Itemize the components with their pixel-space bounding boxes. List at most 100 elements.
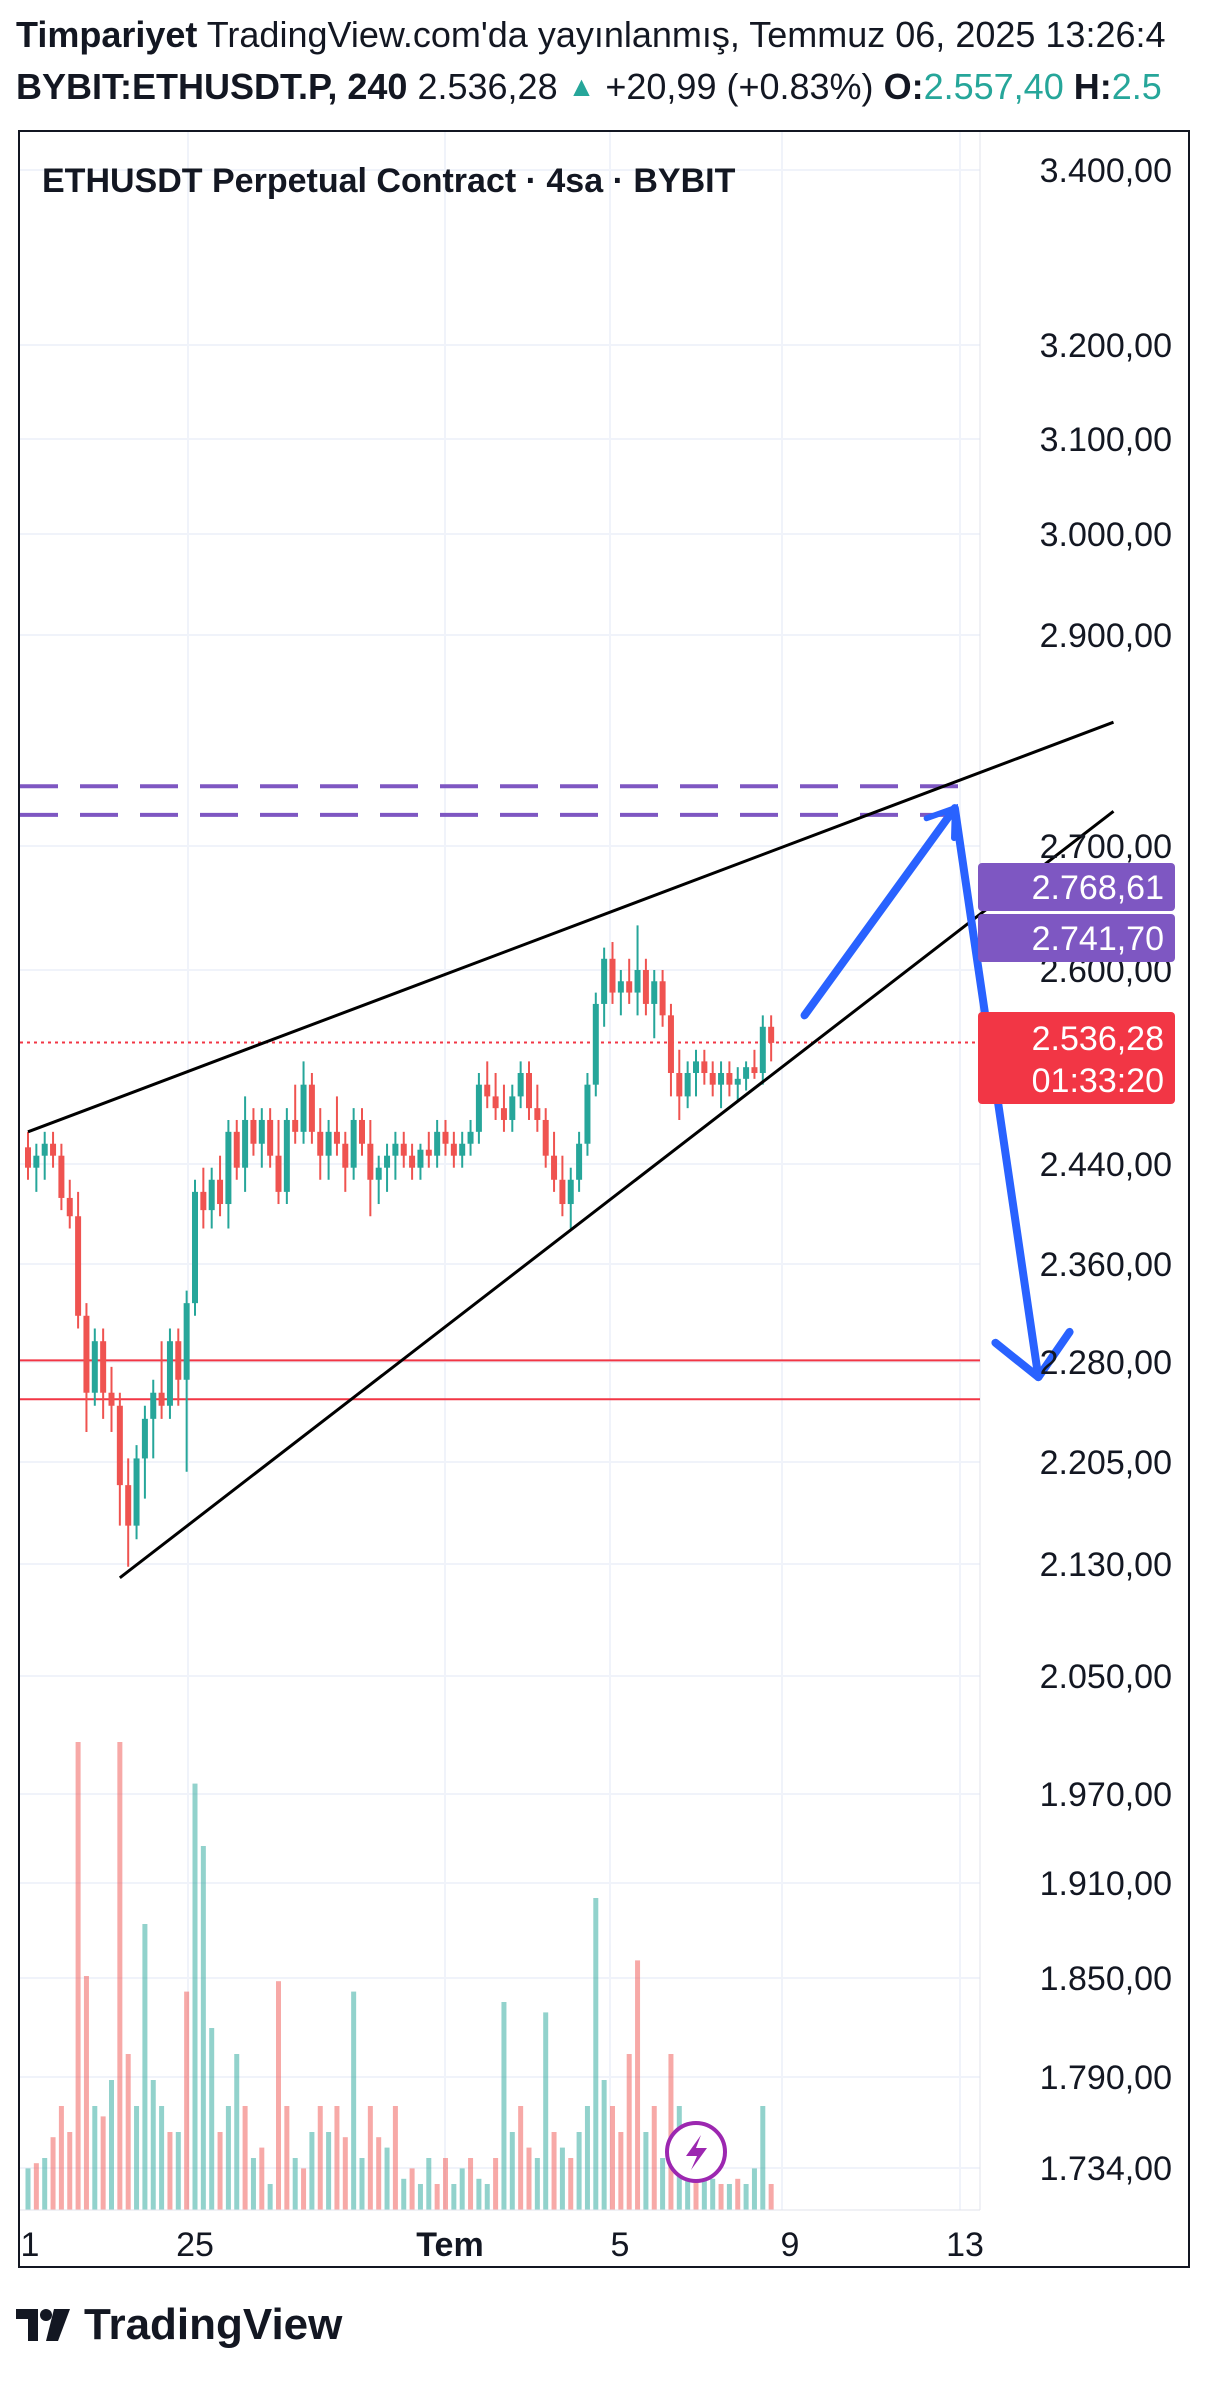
volume-bar [267,2184,273,2210]
candle-body [359,1119,365,1144]
volume-bar [443,2158,448,2210]
high-label: H: [1073,66,1112,107]
volume-bar [359,2158,365,2210]
candle-body [91,1341,98,1393]
price-chart[interactable]: ETHUSDT Perpetual Contract · 4sa · BYBIT… [20,132,1188,2266]
candle-body [66,1197,73,1217]
volume-bar [701,2168,707,2210]
price-tick-label: 2.900,00 [1040,617,1172,655]
candle-body [116,1405,123,1486]
time-axis-labels: 1 25 Tem 5 9 13 [21,2226,984,2264]
high-value: 2.5 [1111,66,1162,107]
volume-bar [434,2184,440,2210]
candle-body [325,1131,332,1156]
volume-bar [392,2106,398,2210]
candle-body [25,1147,31,1168]
volume-bar [501,2002,507,2210]
candle-body [150,1392,157,1419]
time-tick-label: Tem [416,2226,483,2264]
volume-bar [67,2132,73,2210]
price-tick-label: 3.100,00 [1040,421,1172,459]
publication-line: Timpariyet TradingView.com'da yayınlanmı… [16,14,1166,56]
candle-body [434,1131,441,1156]
volume-bar [768,2184,774,2210]
candle-body [300,1084,307,1132]
volume-bar [367,2106,373,2210]
lightning-icon-bolt [686,2135,707,2170]
last-price-tag-bg [978,1012,1175,1104]
time-tick-label: 1 [21,2226,40,2264]
volume-bar [635,1960,641,2210]
volume-bars [25,1742,774,2210]
price-tick-label: 2.440,00 [1040,1146,1172,1184]
chart-title: ETHUSDT Perpetual Contract · 4sa · BYBIT [42,162,736,200]
volume-bar [668,2054,674,2210]
price-tick-label: 1.910,00 [1040,1865,1172,1903]
candle-body [768,1026,775,1043]
volume-bar [601,2080,607,2210]
candle-body [292,1119,299,1132]
candle-body [642,970,649,1004]
volume-bar [710,2178,716,2210]
candle-body [308,1084,315,1132]
footer: TradingView [16,2290,342,2360]
candle-body [634,970,641,993]
volume-bar [376,2137,382,2210]
volume-bar [334,2106,340,2210]
price-tick-label: 2.280,00 [1040,1344,1172,1382]
price-tag-bg [978,914,1175,962]
volume-bar [159,2106,165,2210]
volume-bar [651,2106,657,2210]
chart-frame: ETHUSDT Perpetual Contract · 4sa · BYBIT… [18,130,1190,2268]
tradingview-logo-icon [16,2309,70,2341]
volume-bar [142,1924,148,2210]
candle-body [350,1119,357,1168]
volume-bar [576,2132,582,2210]
volume-bar [75,1742,81,2210]
candle-body [667,1015,674,1074]
tradingview-brand[interactable]: TradingView [84,2300,343,2349]
candle-body [275,1155,282,1192]
price-tick-label: 2.130,00 [1040,1546,1172,1584]
volume-bar [225,2106,231,2210]
volume-bar [526,2147,532,2210]
volume-bar [543,2012,549,2210]
volume-bar [175,2132,181,2210]
candle-body [542,1119,549,1156]
volume-bar [593,1898,599,2210]
price-tick-label: 2.700,00 [1040,828,1172,866]
time-tick-label: 25 [176,2226,214,2264]
symbol-label[interactable]: BYBIT:ETHUSDT.P, 240 [16,66,408,107]
volume-bar [518,2106,524,2210]
candle-body [50,1143,57,1156]
price-tag-label: 2.768,61 [1032,869,1164,907]
candle-body [133,1458,140,1526]
candle-body [584,1084,591,1144]
candle-body [592,1003,599,1085]
volume-bar [125,2054,131,2210]
candle-body [58,1155,65,1198]
author-name[interactable]: Timpariyet [16,14,198,55]
volume-bar [584,2106,590,2210]
volume-bar [551,2132,557,2210]
volume-bar [117,1742,123,2210]
grid-lines [20,132,980,2210]
price-change: +20,99 (+0.83%) [605,66,874,107]
candle-body [225,1131,232,1205]
price-tick-label: 3.200,00 [1040,327,1172,365]
candle-body [375,1167,382,1180]
countdown-label: 01:33:20 [1032,1062,1164,1100]
volume-bar [618,2132,624,2210]
candle-body [743,1067,750,1079]
volume-bar [292,2158,298,2210]
candle-body [709,1073,716,1085]
volume-bar [426,2158,432,2210]
trendline-lower-wedge [118,810,1115,1579]
candle-body [617,981,624,993]
candle-body [475,1084,482,1132]
candle-body [484,1084,491,1097]
candle-body [175,1341,182,1380]
lightning-icon [665,2121,727,2183]
volume-bar [735,2178,741,2210]
volume-bar [534,2158,540,2210]
